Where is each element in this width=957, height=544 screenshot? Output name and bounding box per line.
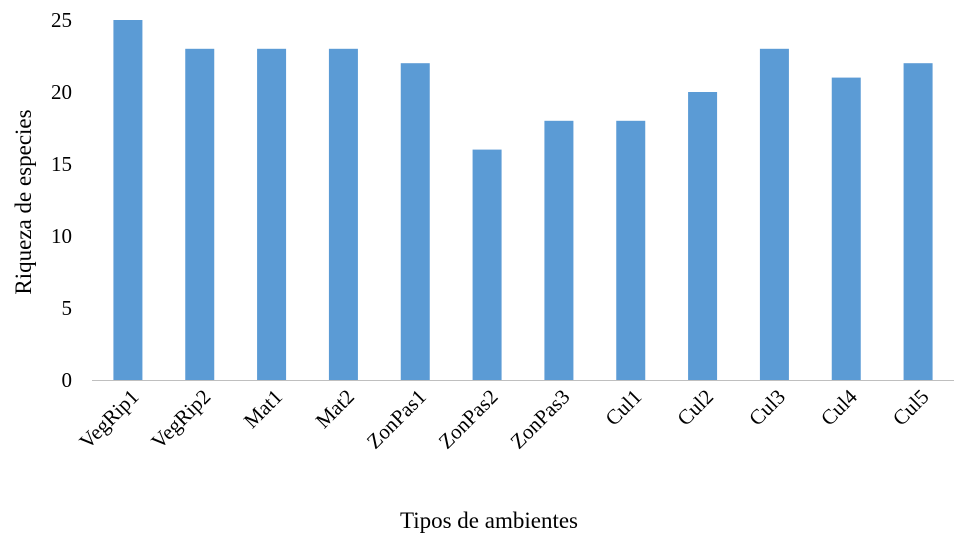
x-tick-label: VegRip1 bbox=[75, 385, 144, 454]
bar-zonpas3 bbox=[544, 120, 574, 381]
y-tick-label: 25 bbox=[51, 8, 72, 32]
bar-cul5 bbox=[903, 63, 933, 380]
x-tick-label: Cul3 bbox=[744, 385, 790, 431]
x-tick-label: Mat2 bbox=[311, 385, 359, 433]
bar-zonpas2 bbox=[472, 149, 502, 380]
x-tick-label: Cul1 bbox=[600, 385, 646, 431]
bar-zonpas1 bbox=[400, 63, 430, 380]
bar-vegrip2 bbox=[185, 48, 215, 381]
x-tick-label: Cul4 bbox=[816, 384, 862, 430]
bar-cul2 bbox=[688, 92, 718, 380]
x-tick-label: Cul5 bbox=[888, 385, 934, 431]
y-axis-label: Riqueza de especies bbox=[11, 109, 36, 294]
y-axis-ticks: 0 5 10 15 20 25 bbox=[51, 8, 72, 392]
x-tick-label: ZonPas3 bbox=[506, 385, 575, 454]
x-tick-label: Mat1 bbox=[239, 385, 287, 433]
x-axis-label: Tipos de ambientes bbox=[400, 508, 578, 533]
bar-cul3 bbox=[759, 48, 789, 381]
y-tick-label: 5 bbox=[62, 296, 73, 320]
x-axis-ticks: VegRip1 VegRip2 Mat1 Mat2 ZonPas1 ZonPas2 ZonP… bbox=[75, 384, 934, 453]
bar-cul4 bbox=[831, 77, 861, 380]
x-tick-label: ZonPas2 bbox=[434, 385, 503, 454]
y-tick-label: 0 bbox=[62, 368, 73, 392]
y-tick-label: 15 bbox=[51, 152, 72, 176]
bar-mat2 bbox=[328, 48, 358, 381]
bars bbox=[113, 20, 933, 381]
x-tick-label: VegRip2 bbox=[146, 385, 215, 454]
bar-mat1 bbox=[257, 48, 287, 381]
bar-vegrip1 bbox=[113, 20, 143, 380]
x-tick-label: ZonPas1 bbox=[362, 385, 431, 454]
y-tick-label: 20 bbox=[51, 80, 72, 104]
x-tick-label: Cul2 bbox=[672, 385, 718, 431]
bar-cul1 bbox=[616, 120, 646, 381]
y-tick-label: 10 bbox=[51, 224, 72, 248]
